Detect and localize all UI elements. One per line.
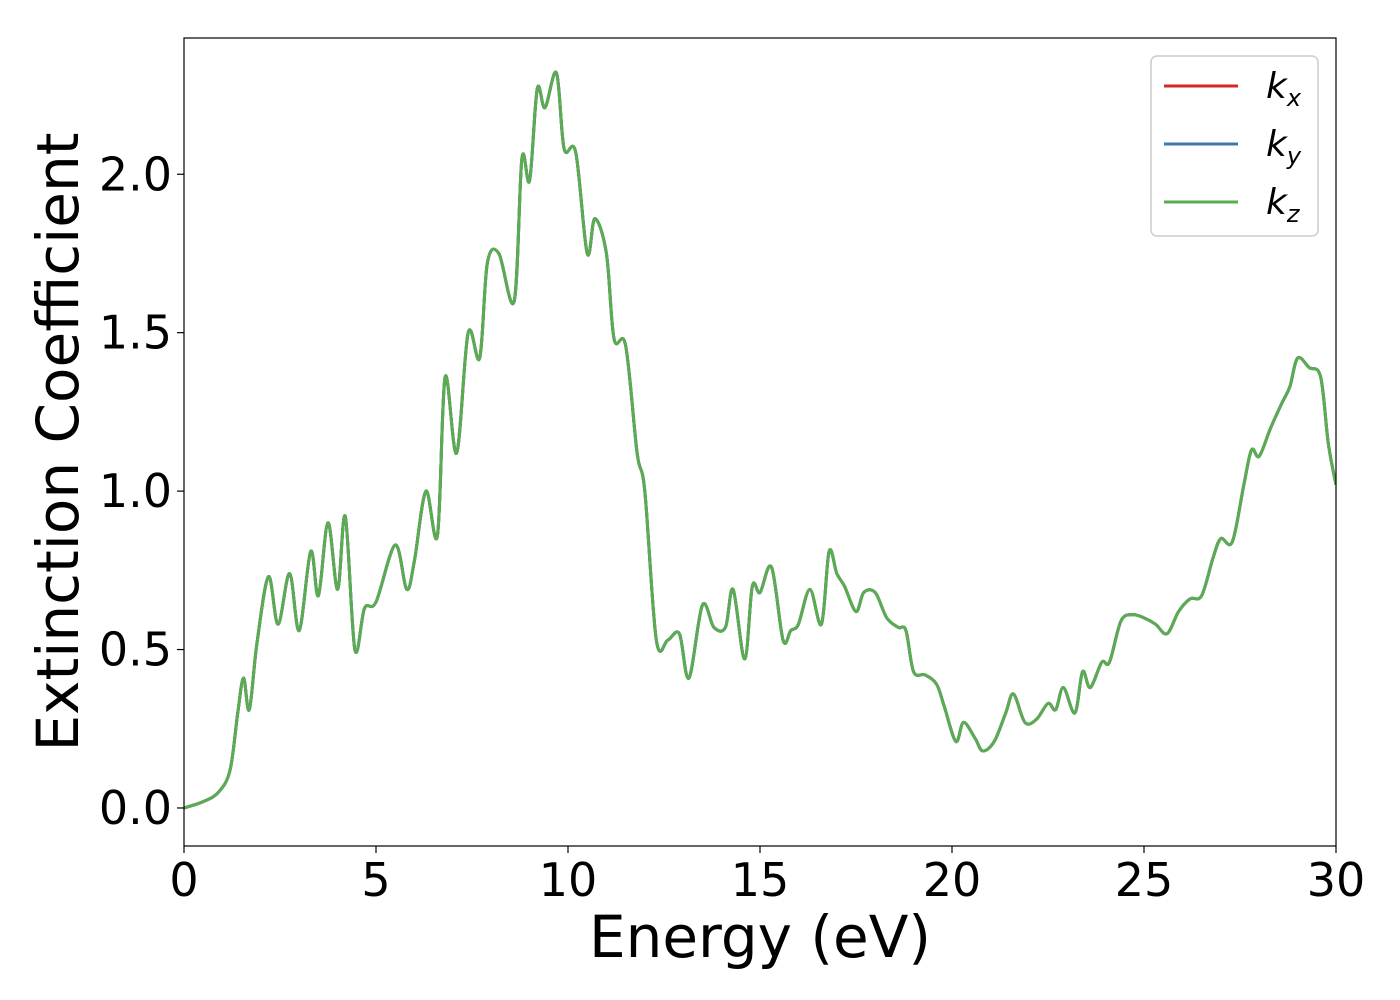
x-tick-label: 15 [731, 853, 790, 907]
x-tick-label: 30 [1307, 853, 1366, 907]
legend-box [1150, 55, 1319, 237]
x-tick-label: 25 [1115, 853, 1174, 907]
y-tick-label: 2.0 [99, 147, 172, 201]
series-line-kz [184, 70, 1336, 810]
legend-label-ky: ky [1266, 124, 1302, 170]
legend: kx ky kz [1150, 55, 1319, 237]
x-tick-label: 20 [923, 853, 982, 907]
legend-label-kz: kz [1266, 182, 1301, 228]
legend-label-kx: kx [1266, 66, 1302, 112]
x-axis-title: Energy (eV) [589, 903, 931, 971]
x-tick-label: 10 [539, 853, 598, 907]
x-axis-ticks: 0 5 10 15 20 25 30 [169, 846, 1365, 907]
y-tick-label: 1.0 [99, 464, 172, 518]
y-axis-ticks: 0.0 0.5 1.0 1.5 2.0 [99, 147, 184, 835]
x-tick-label: 0 [169, 853, 198, 907]
y-tick-label: 0.0 [99, 781, 172, 835]
series-group [184, 70, 1336, 810]
y-tick-label: 0.5 [99, 623, 172, 677]
y-axis-title: Extinction Coefficient [24, 133, 92, 752]
x-tick-label: 5 [361, 853, 390, 907]
y-tick-label: 1.5 [99, 306, 172, 360]
